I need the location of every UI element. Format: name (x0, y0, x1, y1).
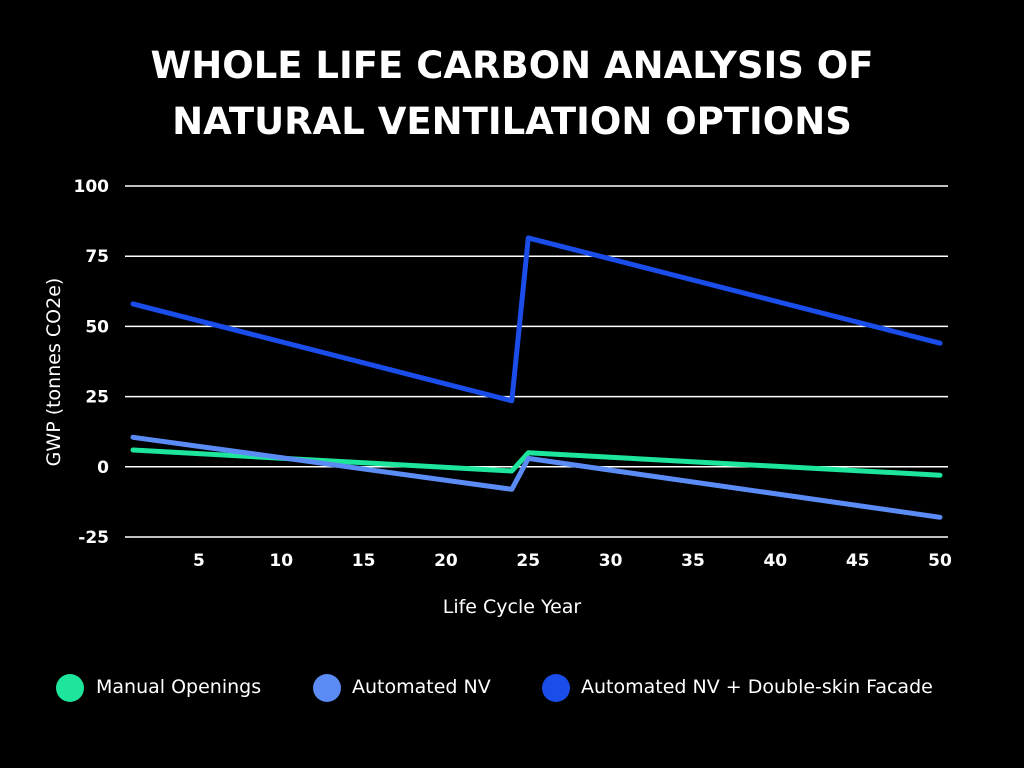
y-tick-label: 100 (74, 177, 110, 197)
y-tick-label: 0 (97, 458, 109, 478)
x-tick-label: 30 (599, 551, 623, 571)
y-axis-label: GWP (tonnes CO2e) (43, 278, 65, 467)
plot-area (130, 235, 943, 520)
series-line-2 (130, 434, 943, 520)
legend-label-1: Manual Openings (96, 676, 261, 698)
legend-marker-1 (56, 674, 84, 702)
legend-label-2: Automated NV (352, 676, 491, 698)
x-axis-ticks: 5 10 15 20 25 30 35 40 45 50 (193, 551, 952, 571)
x-tick-label: 50 (928, 551, 952, 571)
gridlines (125, 185, 948, 538)
chart-title-line-2: NATURAL VENTILATION OPTIONS (172, 100, 852, 143)
x-axis-label: Life Cycle Year (443, 596, 582, 618)
x-tick-label: 5 (193, 551, 205, 571)
legend-marker-2 (313, 674, 341, 702)
legend-label-3: Automated NV + Double-skin Facade (581, 676, 933, 698)
y-axis-ticks: -25 0 25 50 75 100 (74, 177, 110, 548)
x-tick-label: 25 (516, 551, 540, 571)
series-line-3 (130, 235, 943, 404)
x-tick-label: 15 (352, 551, 376, 571)
x-tick-label: 45 (846, 551, 870, 571)
x-tick-label: 10 (269, 551, 293, 571)
y-tick-label: 50 (85, 317, 109, 337)
y-tick-label: -25 (78, 528, 109, 548)
x-tick-label: 20 (434, 551, 458, 571)
chart-title-line-1: WHOLE LIFE CARBON ANALYSIS OF (150, 44, 873, 87)
x-tick-label: 35 (681, 551, 705, 571)
series-line-1 (130, 447, 943, 478)
legend: Manual Openings Automated NV Automated NV … (56, 674, 933, 702)
legend-marker-3 (542, 674, 570, 702)
x-tick-label: 40 (763, 551, 787, 571)
y-tick-label: 25 (85, 388, 109, 408)
y-tick-label: 75 (85, 247, 109, 267)
